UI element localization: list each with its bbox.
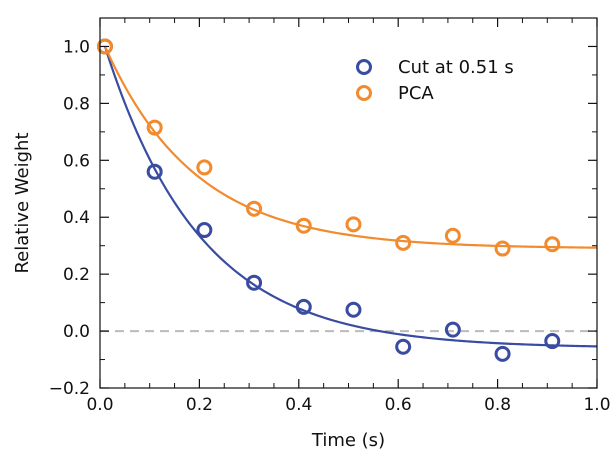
data-point <box>444 227 461 244</box>
data-point <box>444 321 461 338</box>
y-tick-label: 0.4 <box>63 208 90 228</box>
data-points <box>96 38 561 362</box>
data-point <box>246 274 263 291</box>
x-tick-label: 0.0 <box>86 395 113 415</box>
legend-label: PCA <box>398 83 434 104</box>
fit-curves <box>103 46 598 348</box>
data-point <box>345 301 362 318</box>
legend-marker <box>356 59 372 75</box>
y-tick-label: 0.2 <box>63 265 90 285</box>
legend-marker <box>356 85 372 101</box>
y-tick-label: −0.2 <box>49 379 90 399</box>
data-point <box>295 217 312 234</box>
y-tick-labels: −0.2 0.0 0.2 0.4 0.6 0.8 1.0 <box>49 37 90 399</box>
y-tick-label: 1.0 <box>63 37 90 57</box>
data-point <box>196 222 213 239</box>
data-point <box>146 119 163 136</box>
data-point <box>246 200 263 217</box>
x-tick-label: 0.6 <box>385 395 412 415</box>
data-point <box>345 216 362 233</box>
data-point <box>96 38 113 55</box>
data-point <box>544 236 561 253</box>
fit-curve-2 <box>103 46 598 249</box>
data-point <box>196 159 213 176</box>
x-tick-labels: 0.0 0.2 0.4 0.6 0.8 1.0 <box>86 395 610 415</box>
data-point <box>494 345 511 362</box>
x-tick-label: 0.2 <box>186 395 213 415</box>
fit-curve-1 <box>103 46 598 348</box>
x-tick-label: 0.8 <box>484 395 511 415</box>
axis-ticks <box>99 17 598 389</box>
x-axis-title: Time (s) <box>311 430 385 451</box>
data-point <box>494 240 511 257</box>
y-axis-title: Relative Weight <box>12 132 33 273</box>
x-tick-label: 1.0 <box>583 395 610 415</box>
y-tick-label: 0.8 <box>63 94 90 114</box>
legend: Cut at 0.51 s PCA <box>356 57 514 104</box>
y-tick-label: 0.0 <box>63 322 90 342</box>
data-point <box>146 163 163 180</box>
data-point <box>395 234 412 251</box>
data-point <box>295 298 312 315</box>
data-point <box>544 333 561 350</box>
data-point <box>395 338 412 355</box>
y-tick-label: 0.6 <box>63 151 90 171</box>
legend-label: Cut at 0.51 s <box>398 57 514 78</box>
x-tick-label: 0.4 <box>285 395 312 415</box>
